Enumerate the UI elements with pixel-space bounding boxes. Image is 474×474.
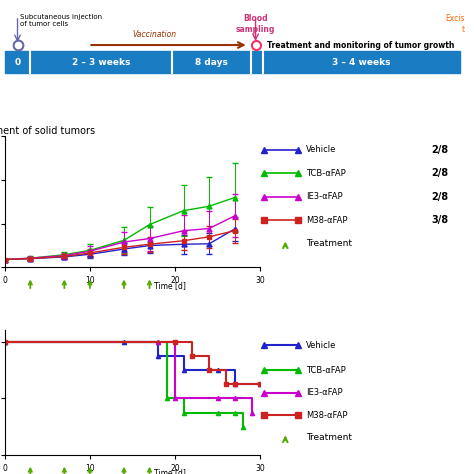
Text: 3 – 4 weeks: 3 – 4 weeks [332,58,391,67]
Text: Vehicle: Vehicle [306,145,337,154]
Bar [5,51,460,73]
Text: 8 days: 8 days [195,58,228,67]
Text: Vaccination: Vaccination [133,30,177,39]
Text: TCB-αFAP: TCB-αFAP [306,169,346,178]
Text: reatment of solid tumors: reatment of solid tumors [0,126,95,136]
Text: Time [d]: Time [d] [154,468,186,474]
Text: Treatment: Treatment [306,239,352,248]
Text: 2/8: 2/8 [432,168,449,178]
Text: M38-αFAP: M38-αFAP [306,216,348,225]
Text: Subcutaneous injection
of tumor cells: Subcutaneous injection of tumor cells [20,14,102,27]
Text: IE3-αFAP: IE3-αFAP [306,192,343,201]
Text: 2 – 3 weeks: 2 – 3 weeks [72,58,130,67]
Text: Excis
t: Excis t [445,14,465,34]
Text: 2/8: 2/8 [432,191,449,201]
Text: TCB-αFAP: TCB-αFAP [306,366,346,375]
Text: 0: 0 [14,58,20,67]
Text: Time [d]: Time [d] [154,281,186,290]
Text: Treatment and monitoring of tumor growth: Treatment and monitoring of tumor growth [267,40,455,49]
Text: 2/8: 2/8 [432,145,449,155]
Text: Treatment: Treatment [306,433,352,442]
Text: M38-αFAP: M38-αFAP [306,410,348,419]
Text: Blood
sampling: Blood sampling [236,14,275,34]
Text: Vehicle: Vehicle [306,341,337,350]
Text: IE3-αFAP: IE3-αFAP [306,388,343,397]
Text: 3/8: 3/8 [432,215,449,225]
